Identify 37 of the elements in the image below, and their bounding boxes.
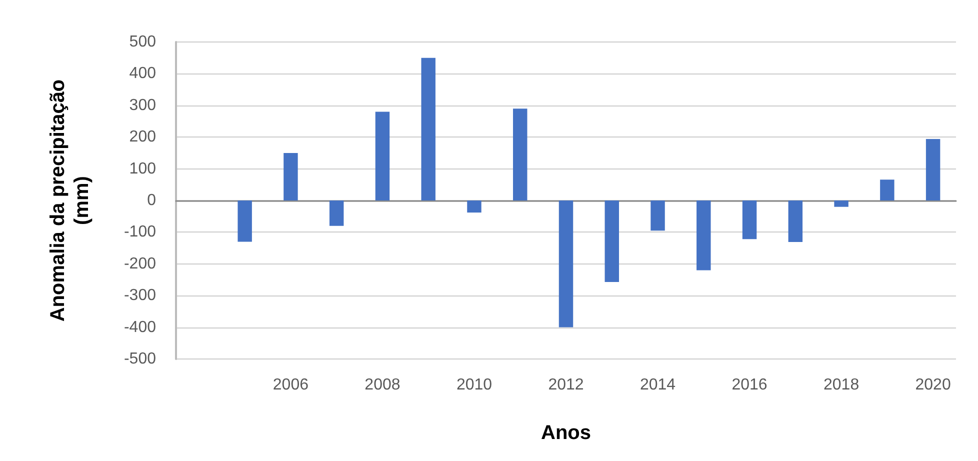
bar	[558, 200, 574, 328]
y-tick-label: -200	[124, 255, 156, 272]
x-axis-title: Anos	[541, 422, 591, 444]
y-tick-label: -500	[124, 350, 156, 368]
bar	[788, 200, 803, 242]
x-tick-label: 2010	[456, 376, 492, 394]
bar	[421, 58, 436, 200]
y-tick-label: 400	[129, 65, 156, 82]
y-tick-label: -300	[124, 287, 156, 304]
y-tick-label: 300	[129, 96, 156, 114]
x-tick-label: 2012	[548, 376, 584, 394]
y-tick-label: -400	[124, 318, 156, 336]
x-tick-label: 2018	[823, 376, 860, 394]
bar	[696, 200, 711, 270]
x-tick-label: 2020	[915, 376, 951, 394]
y-tick-label: 0	[147, 192, 156, 209]
bar	[375, 112, 390, 200]
y-tick-label: 500	[129, 34, 156, 50]
bar	[238, 200, 252, 242]
x-tick-label: 2006	[272, 376, 309, 394]
bar	[284, 152, 298, 200]
bar	[513, 108, 528, 200]
bar	[742, 200, 757, 240]
bar	[467, 200, 482, 213]
bar	[604, 200, 619, 282]
x-tick-label: 2016	[732, 376, 768, 394]
bar	[834, 200, 848, 207]
bar	[880, 180, 894, 200]
x-tick-label: 2014	[640, 376, 676, 394]
bar	[650, 200, 665, 231]
y-tick-label: -100	[124, 224, 156, 241]
bar	[926, 139, 940, 200]
x-tick-label: 2008	[364, 376, 400, 394]
bar	[329, 200, 344, 226]
y-axis-title: Anomalia da precipitação (mm)	[47, 79, 93, 322]
y-tick-label: 100	[129, 160, 156, 178]
y-tick-label: 200	[129, 128, 156, 146]
